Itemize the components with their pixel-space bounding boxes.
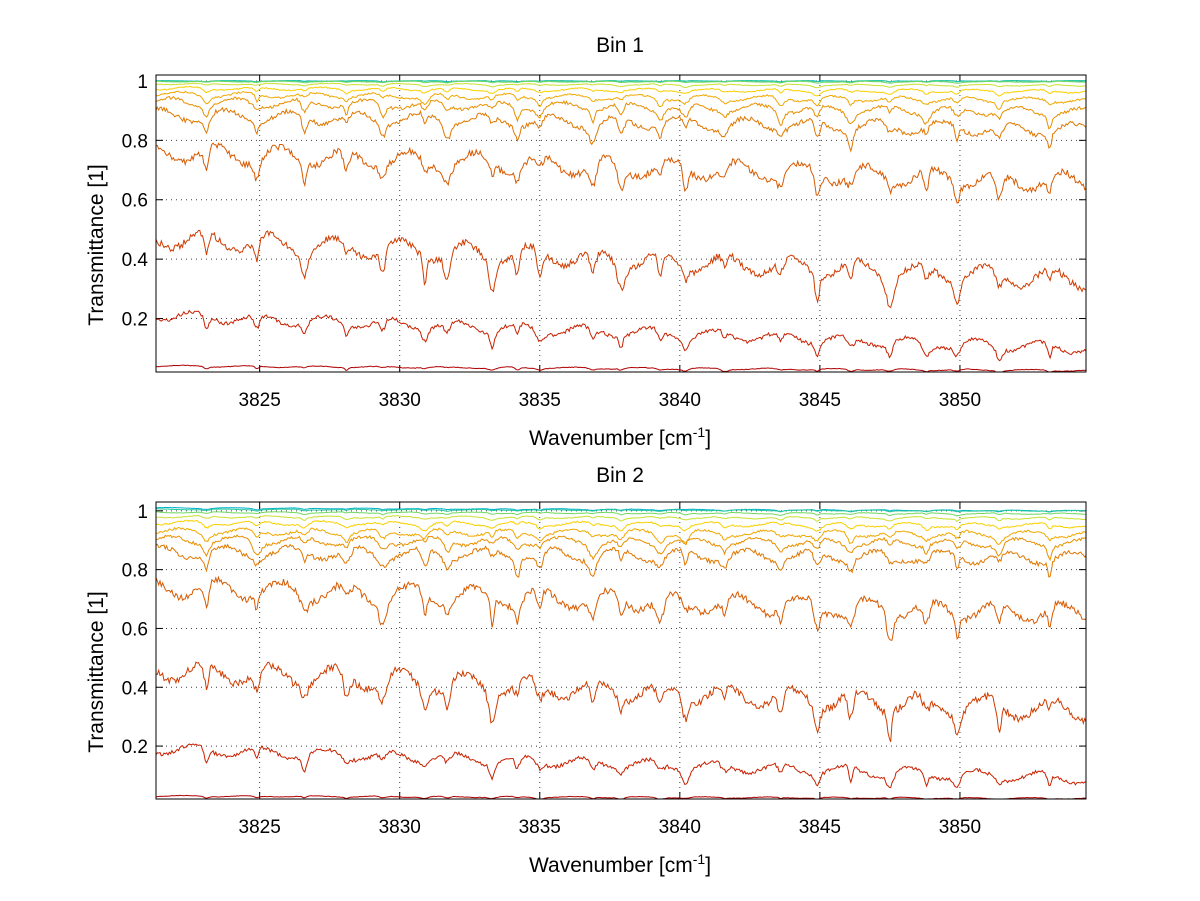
series-line (155, 508, 1086, 513)
series-line (155, 661, 1087, 742)
x-axis-label-text: Wavenumber [cm (529, 427, 693, 450)
y-tick-label: 0.8 (122, 561, 148, 582)
y-tick-label: 0.2 (122, 737, 148, 758)
series-group (155, 506, 1087, 800)
x-axis-label-end: ] (705, 854, 711, 877)
y-tick-labels: 0.2 0.4 0.6 0.8 1 (122, 502, 149, 758)
y-tick-label: 1 (137, 72, 148, 93)
series-line (155, 90, 1087, 110)
x-tick-label: 3840 (659, 390, 701, 411)
y-tick-labels: 0.2 0.4 0.6 0.8 1 (122, 72, 149, 331)
x-tick-label: 3850 (939, 390, 981, 411)
series-line (155, 309, 1087, 362)
x-axis-label: Wavenumber [cm-1] (529, 851, 711, 877)
x-tick-label: 3850 (939, 817, 981, 838)
x-tick-labels: 3825 3830 3835 3840 3845 3850 (239, 817, 982, 838)
series-line (156, 80, 1086, 84)
x-axis-label-end: ] (705, 427, 711, 450)
y-tick-label: 1 (137, 502, 148, 523)
x-tick-label: 3830 (379, 817, 421, 838)
y-axis-label: Transmittance [1] (85, 164, 108, 325)
x-axis-label-superscript: -1 (693, 424, 706, 440)
x-axis-label-superscript: -1 (693, 851, 706, 867)
x-tick-labels: 3825 3830 3835 3840 3845 3850 (239, 390, 982, 411)
x-tick-label: 3845 (799, 817, 841, 838)
x-tick-label: 3835 (519, 390, 561, 411)
plot-area (155, 501, 1087, 800)
series-line (155, 142, 1087, 204)
chart-title: Bin 1 (596, 34, 644, 57)
chart-title: Bin 2 (596, 464, 644, 487)
series-line (155, 543, 1087, 578)
series-line (155, 534, 1087, 562)
y-tick-label: 0.2 (122, 310, 148, 331)
chart-bin-2: Bin 2 3825 3830 3835 3840 3845 3850 0.2 0.4 0.6… (85, 464, 1087, 877)
x-tick-label: 3845 (799, 390, 841, 411)
series-group (155, 79, 1087, 373)
series-line (155, 526, 1087, 545)
x-axis-label: Wavenumber [cm-1] (529, 424, 711, 450)
series-line (156, 515, 1087, 523)
x-tick-label: 3825 (239, 390, 281, 411)
chart-bin-1: Bin 1 3825 3830 3835 3840 3845 3850 0.2 0.4 0.6… (85, 34, 1087, 450)
series-line (155, 575, 1087, 641)
x-tick-label: 3825 (239, 817, 281, 838)
series-line (155, 85, 1087, 97)
series-line (155, 519, 1087, 532)
series-line (155, 364, 1087, 373)
series-line (155, 743, 1087, 789)
y-axis-label: Transmittance [1] (85, 591, 108, 752)
series-line (155, 95, 1087, 130)
x-tick-label: 3835 (519, 817, 561, 838)
y-tick-label: 0.6 (122, 619, 148, 640)
plot-area (155, 74, 1087, 373)
series-line (155, 794, 1087, 800)
series-line (155, 229, 1087, 309)
x-tick-label: 3830 (379, 390, 421, 411)
x-axis-label-text: Wavenumber [cm (529, 854, 693, 877)
series-line (156, 79, 1087, 83)
y-tick-label: 0.8 (122, 131, 148, 152)
series-line (155, 511, 1087, 517)
y-tick-label: 0.6 (122, 191, 148, 212)
y-tick-label: 0.4 (122, 678, 149, 699)
series-line (155, 82, 1087, 89)
x-tick-label: 3840 (659, 817, 701, 838)
series-line (155, 105, 1087, 153)
y-tick-label: 0.4 (122, 250, 149, 271)
